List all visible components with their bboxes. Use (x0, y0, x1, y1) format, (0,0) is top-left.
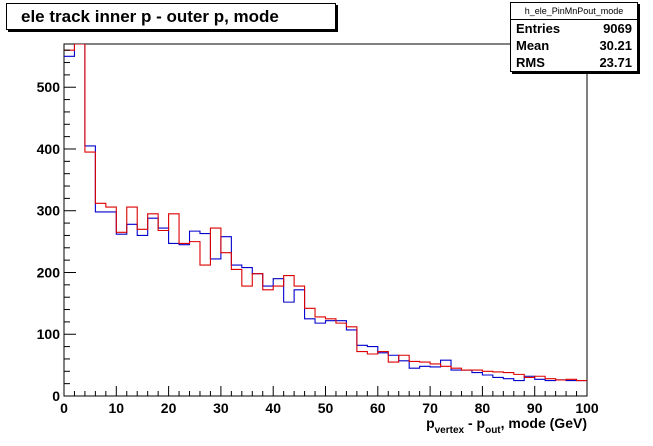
x-tick-label: 0 (60, 400, 68, 416)
histogram-series-1 (64, 44, 587, 382)
chart-title-box: ele track inner p - outer p, mode (6, 3, 336, 30)
stats-value: 30.21 (599, 38, 632, 53)
stats-value: 23.71 (599, 55, 632, 70)
x-tick-label: 40 (265, 400, 281, 416)
x-tick-label: 70 (422, 400, 438, 416)
y-tick-label: 400 (37, 141, 61, 157)
x-tick-label: 80 (475, 400, 491, 416)
plot-frame (63, 43, 588, 397)
x-tick-label: 100 (575, 400, 599, 416)
x-tick-label: 50 (318, 400, 334, 416)
x-tick-label: 90 (527, 400, 543, 416)
y-tick-label: 300 (37, 203, 61, 219)
histogram-series-0 (64, 44, 587, 382)
stats-row-entries: Entries 9069 (511, 20, 637, 37)
y-tick-label: 100 (37, 326, 61, 342)
x-axis-label: pvertex - pout, mode (GeV) (426, 415, 587, 436)
stats-row-mean: Mean 30.21 (511, 37, 637, 54)
chart-title: ele track inner p - outer p, mode (21, 6, 279, 26)
stats-histogram-name: h_ele_PinMnPout_mode (511, 3, 637, 20)
stats-row-rms: RMS 23.71 (511, 54, 637, 71)
y-tick-label: 500 (37, 79, 61, 95)
stats-value: 9069 (603, 21, 632, 36)
x-tick-label: 30 (213, 400, 229, 416)
x-tick-label: 10 (109, 400, 125, 416)
x-tick-label: 20 (161, 400, 177, 416)
y-tick-label: 200 (37, 264, 61, 280)
stats-label: Mean (516, 38, 550, 53)
x-tick-label: 60 (370, 400, 386, 416)
stats-box: h_ele_PinMnPout_mode Entries 9069 Mean 3… (510, 2, 638, 72)
y-tick-label: 0 (52, 388, 60, 404)
stats-label: Entries (516, 21, 561, 36)
stats-label: RMS (516, 55, 545, 70)
